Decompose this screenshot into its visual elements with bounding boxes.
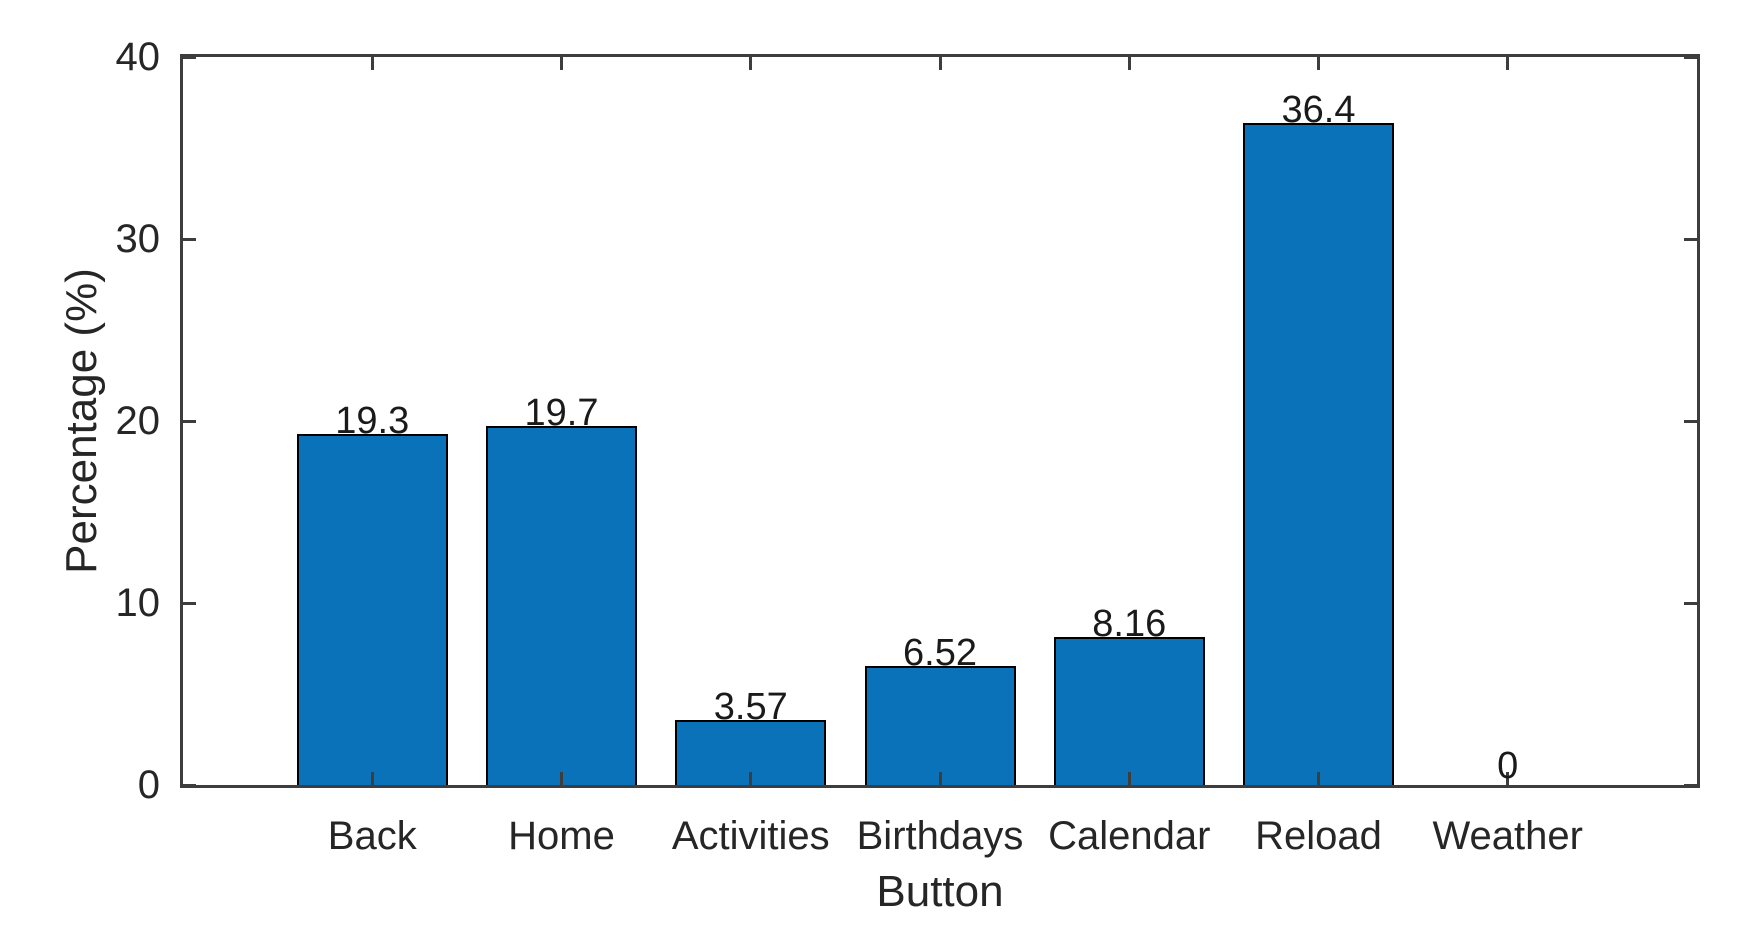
x-tick (370, 772, 374, 785)
x-tick-label: Reload (1255, 814, 1382, 858)
y-tick-label: 20 (115, 399, 161, 443)
bar-back (296, 433, 448, 785)
x-tick-label: Back (327, 814, 417, 858)
bar-value-label: 19.3 (335, 399, 410, 442)
y-tick (183, 601, 196, 605)
x-axis-title: Button (876, 867, 1004, 916)
y-tick (1684, 419, 1697, 423)
y-tick (183, 783, 196, 787)
x-tick (1127, 772, 1131, 785)
bar-birthdays (864, 666, 1016, 785)
plot-area: 19.3 19.7 3.57 6.52 8.16 36.4 0 (180, 54, 1700, 788)
x-tick (938, 57, 942, 70)
y-tick-label: 10 (115, 581, 161, 625)
y-tick (1684, 601, 1697, 605)
x-tick (1317, 772, 1320, 785)
bar-value-label: 6.52 (903, 632, 977, 675)
x-tick-label: Weather (1432, 814, 1583, 858)
y-tick-label: 40 (115, 35, 161, 79)
x-tick-label: Calendar (1048, 814, 1211, 858)
x-tick-label: Home (508, 814, 615, 858)
bar-value-label: 36.4 (1281, 88, 1356, 131)
y-tick (183, 55, 196, 59)
bar-value-label: 19.7 (524, 392, 599, 435)
bar-calendar (1053, 636, 1205, 785)
x-tick (1317, 57, 1320, 70)
x-tick (749, 57, 753, 70)
x-tick-label: Birthdays (856, 814, 1024, 858)
x-tick (560, 57, 563, 70)
bar-home (486, 426, 637, 785)
x-tick (1506, 772, 1510, 785)
x-tick (1127, 57, 1131, 70)
x-tick-label: Activities (671, 814, 830, 858)
x-tick (370, 57, 374, 70)
y-tick (1684, 783, 1697, 787)
bar-value-label: 8.16 (1092, 602, 1167, 645)
y-tick (183, 237, 196, 241)
y-tick (1684, 55, 1697, 59)
x-tick (749, 772, 753, 785)
bar-value-label: 3.57 (713, 686, 788, 729)
x-tick (1506, 57, 1510, 70)
bar-value-label: 0 (1497, 745, 1519, 787)
x-tick (560, 772, 563, 785)
y-tick-label: 30 (115, 217, 161, 261)
y-tick (183, 419, 196, 423)
x-tick (938, 772, 942, 785)
bar-reload (1243, 122, 1394, 785)
y-tick-label: 0 (137, 763, 160, 807)
y-tick (1684, 237, 1697, 241)
